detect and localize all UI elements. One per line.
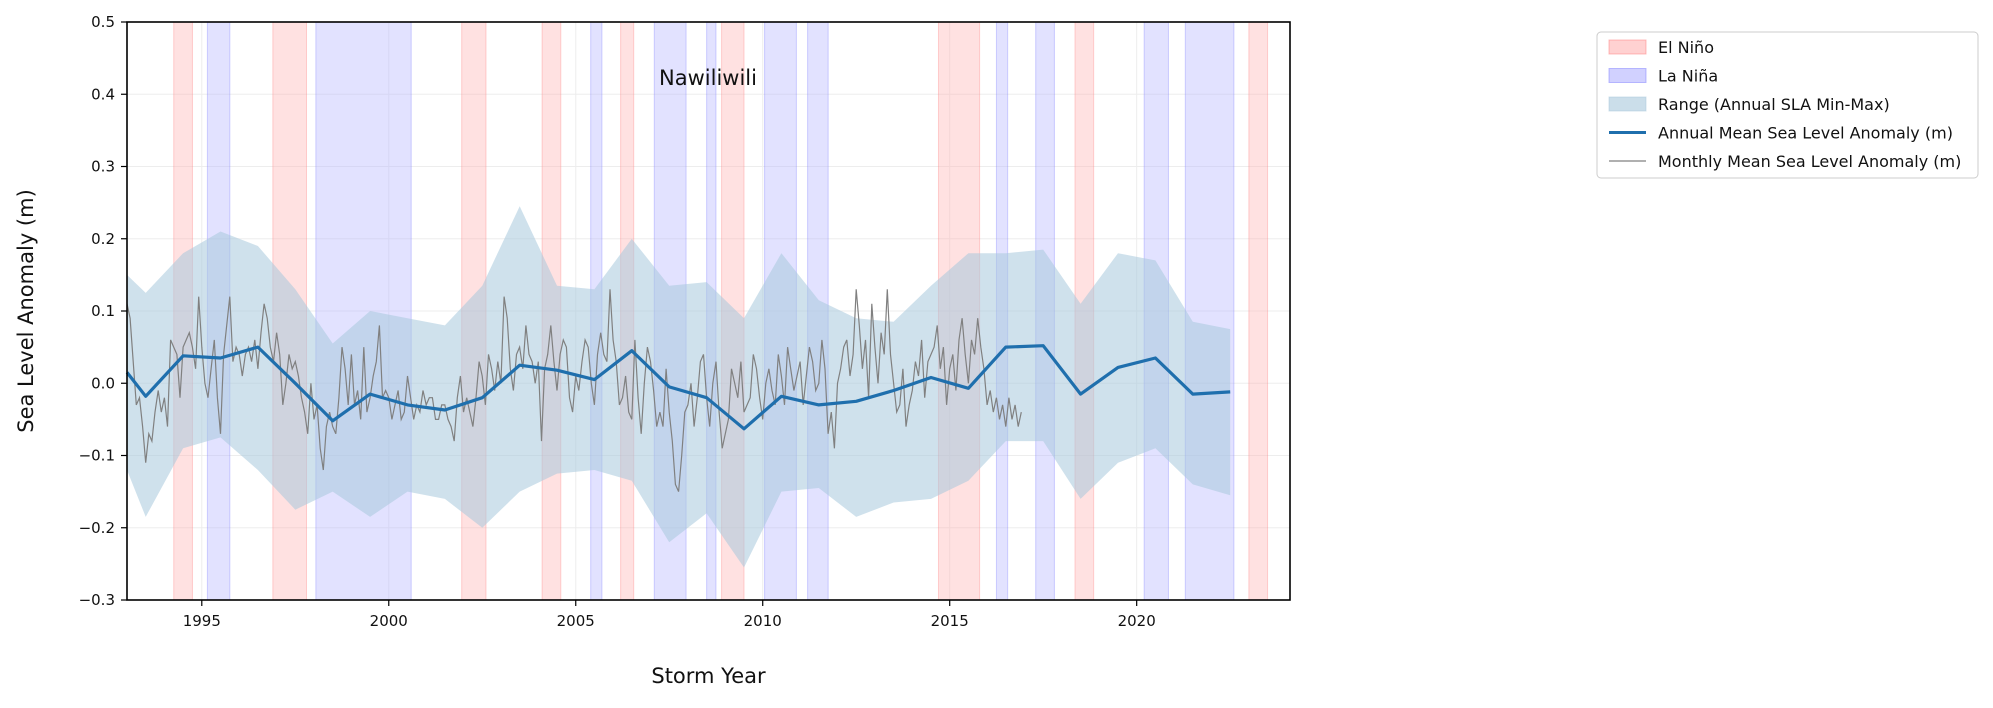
- y-tick-label-1: −0.2: [79, 519, 115, 537]
- y-tick-label-3: 0.0: [91, 374, 115, 392]
- x-tick-label-2: 2005: [557, 612, 595, 630]
- legend-label-3: Annual Mean Sea Level Anomaly (m): [1658, 124, 1953, 143]
- chart-title: Nawiliwili: [659, 66, 757, 90]
- range-band-layer: [127, 206, 1231, 568]
- ticks-layer: 1995 2000 2005 2010 2015 2020 −0.3 −0.2 −0.1 0.0 0…: [79, 13, 1156, 630]
- legend-label-0: El Niño: [1658, 38, 1714, 57]
- y-tick-label-8: 0.5: [91, 13, 115, 31]
- x-tick-label-0: 1995: [183, 612, 221, 630]
- legend: El Niño La Niña Range (Annual SLA Min-Max)…: [1596, 31, 1979, 179]
- legend-swatch-0: [1608, 39, 1647, 55]
- la-nina-period-10: [1184, 21, 1235, 601]
- annual-sla-line: [125, 344, 1231, 431]
- legend-label-4: Monthly Mean Sea Level Anomaly (m): [1658, 152, 1961, 171]
- x-tick-label-3: 2010: [744, 612, 782, 630]
- legend-swatch-1: [1608, 68, 1647, 83]
- legend-label-1: La Niña: [1658, 67, 1718, 86]
- y-tick-label-0: −0.3: [79, 591, 115, 609]
- y-tick-label-4: 0.1: [91, 302, 115, 320]
- range-band: [127, 206, 1231, 568]
- series-layer: [125, 289, 1231, 492]
- legend-box: [1596, 31, 1979, 179]
- x-tick-label-1: 2000: [370, 612, 408, 630]
- x-axis-title: Storm Year: [651, 664, 766, 688]
- y-tick-label-7: 0.4: [91, 85, 115, 103]
- x-tick-label-5: 2020: [1118, 612, 1156, 630]
- y-tick-label-2: −0.1: [79, 447, 115, 465]
- x-tick-label-4: 2015: [931, 612, 969, 630]
- el-nino-period-8: [1248, 21, 1269, 601]
- y-tick-label-5: 0.2: [91, 230, 115, 248]
- legend-swatch-2: [1608, 96, 1647, 112]
- la-nina-period-1: [315, 21, 412, 601]
- y-axis-title: Sea Level Anomaly (m): [14, 189, 38, 433]
- monthly-sla-line: [126, 289, 1022, 492]
- y-tick-label-6: 0.3: [91, 158, 115, 176]
- legend-items: El Niño La Niña Range (Annual SLA Min-Max)…: [1608, 38, 1961, 171]
- legend-label-2: Range (Annual SLA Min-Max): [1658, 95, 1890, 114]
